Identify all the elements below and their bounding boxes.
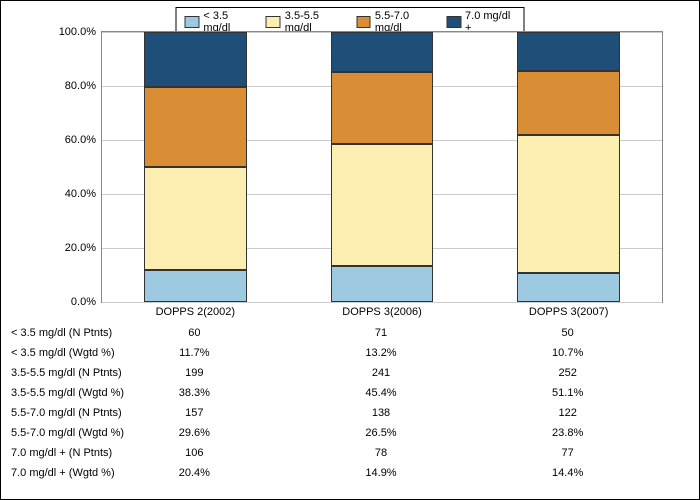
table-cell: 23.8% xyxy=(552,427,583,439)
bar-segment xyxy=(144,32,247,87)
table-cell: 45.4% xyxy=(365,387,396,399)
table-row: 7.0 mg/dl + (Wgtd %) 20.4% 14.9% 14.4% xyxy=(1,463,700,483)
table-cell: 78 xyxy=(375,447,387,459)
table-cell: 14.9% xyxy=(365,467,396,479)
y-axis-label: 100.0% xyxy=(59,26,96,38)
table-cell: 26.5% xyxy=(365,427,396,439)
table-cell: 252 xyxy=(558,367,576,379)
table-cell: 13.2% xyxy=(365,347,396,359)
row-label: 5.5-7.0 mg/dl (N Ptnts) xyxy=(1,407,161,419)
bar-segment xyxy=(144,87,247,167)
bar-segment xyxy=(144,167,247,270)
legend-swatch xyxy=(266,16,281,28)
table-cell: 199 xyxy=(185,367,203,379)
bar-segment xyxy=(517,32,620,71)
bar-segment xyxy=(144,270,247,302)
row-label: < 3.5 mg/dl (N Ptnts) xyxy=(1,327,161,339)
bar-segment xyxy=(517,71,620,135)
table-cell: 138 xyxy=(372,407,390,419)
table-cell: 11.7% xyxy=(179,347,209,359)
table-cell: 20.4% xyxy=(179,467,210,479)
legend-swatch xyxy=(185,16,200,28)
table-cell: 38.3% xyxy=(179,387,210,399)
y-axis-label: 0.0% xyxy=(71,296,96,308)
table-cell: 29.6% xyxy=(179,427,210,439)
plot-area: 0.0%20.0%40.0%60.0%80.0%100.0%DOPPS 2(20… xyxy=(101,31,663,303)
bar-segment xyxy=(331,266,434,302)
y-axis-label: 40.0% xyxy=(65,188,96,200)
row-label: < 3.5 mg/dl (Wgtd %) xyxy=(1,347,161,359)
table-cell: 71 xyxy=(375,327,387,339)
y-axis-label: 20.0% xyxy=(65,242,96,254)
row-label: 7.0 mg/dl + (N Ptnts) xyxy=(1,447,161,459)
bar-segment xyxy=(517,273,620,302)
bar-segment xyxy=(331,72,434,144)
legend-swatch xyxy=(446,16,461,28)
x-axis-label: DOPPS 3(2006) xyxy=(342,306,421,318)
bar-column xyxy=(517,32,620,302)
chart-container: < 3.5 mg/dl3.5-5.5 mg/dl5.5-7.0 mg/dl7.0… xyxy=(0,0,700,500)
table-row: < 3.5 mg/dl (Wgtd %) 11.7% 13.2% 10.7% xyxy=(1,343,700,363)
row-label: 7.0 mg/dl + (Wgtd %) xyxy=(1,467,161,479)
gridline xyxy=(102,302,662,303)
table-row: 3.5-5.5 mg/dl (N Ptnts) 199 241 252 xyxy=(1,363,700,383)
table-cell: 14.4% xyxy=(552,467,583,479)
table-row: 5.5-7.0 mg/dl (Wgtd %) 29.6% 26.5% 23.8% xyxy=(1,423,700,443)
table-cell: 241 xyxy=(372,367,390,379)
x-axis-label: DOPPS 2(2002) xyxy=(156,306,235,318)
table-cell: 77 xyxy=(562,447,574,459)
legend-swatch xyxy=(356,16,371,28)
table-cell: 50 xyxy=(562,327,574,339)
bar-segment xyxy=(331,144,434,267)
data-table: < 3.5 mg/dl (N Ptnts)607150< 3.5 mg/dl (… xyxy=(1,323,700,483)
bar-column xyxy=(144,32,247,302)
table-cell: 157 xyxy=(185,407,203,419)
table-cell: 60 xyxy=(188,327,200,339)
table-cell: 51.1% xyxy=(552,387,583,399)
table-row: < 3.5 mg/dl (N Ptnts) 60 71 50 xyxy=(1,323,700,343)
row-label: 5.5-7.0 mg/dl (Wgtd %) xyxy=(1,427,161,439)
bar-column xyxy=(331,32,434,302)
y-axis-label: 80.0% xyxy=(65,80,96,92)
x-axis-label: DOPPS 3(2007) xyxy=(529,306,608,318)
table-row: 5.5-7.0 mg/dl (N Ptnts) 157 138 122 xyxy=(1,403,700,423)
y-axis-label: 60.0% xyxy=(65,134,96,146)
bar-segment xyxy=(517,135,620,273)
bar-segment xyxy=(331,32,434,72)
row-label: 3.5-5.5 mg/dl (N Ptnts) xyxy=(1,367,161,379)
table-row: 7.0 mg/dl + (N Ptnts) 106 78 77 xyxy=(1,443,700,463)
table-row: 3.5-5.5 mg/dl (Wgtd %) 38.3% 45.4% 51.1% xyxy=(1,383,700,403)
table-cell: 122 xyxy=(558,407,576,419)
table-cell: 106 xyxy=(185,447,203,459)
row-label: 3.5-5.5 mg/dl (Wgtd %) xyxy=(1,387,161,399)
table-cell: 10.7% xyxy=(552,347,583,359)
